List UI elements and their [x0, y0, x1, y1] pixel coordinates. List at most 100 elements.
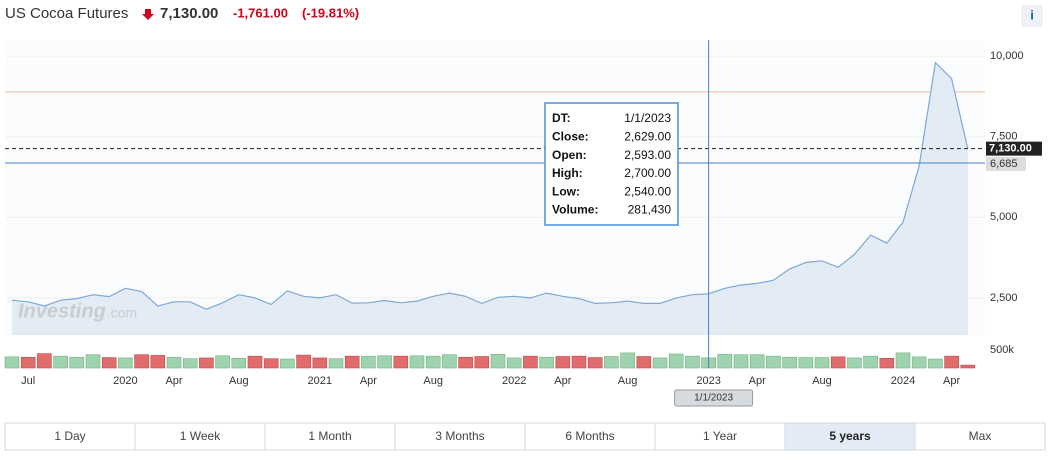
volume-bar: [425, 355, 441, 369]
x-tick-label: Apr: [749, 375, 766, 387]
volume-bar: [150, 355, 166, 369]
range-button-label[interactable]: 1 Week: [180, 429, 221, 443]
x-tick-label: Aug: [229, 375, 249, 387]
volume-bar: [749, 354, 765, 369]
range-button[interactable]: [4, 422, 136, 451]
range-button[interactable]: [654, 422, 786, 451]
volume-bar: [814, 357, 830, 369]
volume-bar: [474, 356, 490, 369]
volume-bar: [652, 357, 668, 369]
price-line: [11, 61, 969, 310]
title: US Cocoa Futures: [5, 5, 128, 22]
volume-bar: [199, 357, 214, 369]
range-button[interactable]: [784, 422, 916, 451]
volume-bar: [490, 354, 506, 369]
y-tick-label: 10,000: [990, 50, 1024, 62]
range-button[interactable]: [134, 422, 266, 451]
crosshair-label: 1/1/2023: [694, 393, 733, 404]
volume-bar: [442, 354, 457, 369]
tooltip-value: 2,629.00: [624, 129, 671, 143]
volume-bar: [636, 356, 652, 369]
volume-bar: [409, 355, 425, 369]
x-tick-label: Apr: [943, 375, 960, 387]
price-marker-label: 7,130.00: [989, 143, 1032, 155]
volume-bar: [20, 356, 36, 369]
range-button[interactable]: [264, 422, 396, 451]
volume-bar: [960, 364, 976, 369]
watermark-suffix: .com: [107, 305, 137, 321]
volume-bar: [312, 357, 328, 369]
volume-bar: [911, 356, 927, 369]
range-button-label[interactable]: Max: [969, 429, 992, 443]
volume-bar: [4, 356, 20, 369]
volume-bar: [879, 357, 895, 369]
volume-bar: [863, 355, 878, 369]
volume-bar: [182, 358, 198, 369]
x-tick-label: 2024: [891, 375, 915, 387]
volume-bar: [85, 354, 101, 369]
y-tick-label: 7,500: [990, 131, 1018, 143]
range-button[interactable]: [914, 422, 1046, 451]
tooltip-key: Close:: [552, 129, 589, 143]
price-area: [12, 62, 968, 335]
volume-bar: [69, 356, 85, 369]
volume-bar: [539, 356, 554, 369]
info-icon[interactable]: i: [1030, 7, 1034, 22]
range-button-label[interactable]: 1 Day: [54, 429, 85, 443]
range-button[interactable]: [524, 422, 656, 451]
volume-bar: [215, 355, 230, 369]
tooltip-key: High:: [552, 166, 583, 180]
tooltip-value: 2,540.00: [624, 184, 671, 198]
volume-bar: [766, 355, 781, 369]
volume-bar: [101, 357, 117, 369]
watermark: Investing: [18, 300, 106, 322]
volume-bar: [830, 356, 846, 369]
volume-bar: [344, 355, 360, 369]
volume-bar: [166, 356, 182, 369]
price-marker-label: 6,685: [990, 158, 1018, 170]
range-button-label[interactable]: 5 years: [829, 429, 871, 443]
volume-bar: [620, 352, 635, 369]
volume-bar: [377, 355, 392, 369]
info-button[interactable]: [1021, 5, 1043, 27]
price-marker-box: [986, 156, 1026, 171]
volume-bar: [555, 356, 571, 369]
volume-bar: [733, 354, 749, 369]
x-tick-label: Aug: [812, 375, 832, 387]
x-tick-label: Aug: [423, 375, 443, 387]
tooltip-key: Open:: [552, 148, 587, 162]
tooltip-value: 2,700.00: [624, 166, 671, 180]
volume-bar: [247, 355, 263, 369]
volume-bar: [523, 355, 538, 369]
x-tick-label: Apr: [165, 375, 182, 387]
volume-bar: [361, 355, 376, 369]
volume-bar: [717, 354, 733, 369]
x-tick-label: Apr: [360, 375, 377, 387]
range-button-label[interactable]: 1 Month: [308, 429, 351, 443]
y2-tick-label: 500k: [990, 344, 1014, 356]
volume-bar: [668, 353, 684, 369]
price: 7,130.00: [160, 5, 218, 22]
volume-bar: [506, 357, 522, 369]
tooltip-box: [544, 102, 679, 226]
x-tick-label: 2021: [308, 375, 332, 387]
price-marker-box: [986, 141, 1042, 156]
y-tick-label: 5,000: [990, 211, 1018, 223]
tooltip-value: 1/1/2023: [624, 111, 671, 125]
range-button-label[interactable]: 3 Months: [435, 429, 484, 443]
volume-bar: [685, 355, 700, 369]
x-tick-label: 2020: [113, 375, 137, 387]
range-button-label[interactable]: 6 Months: [565, 429, 614, 443]
change-pct: (-19.81%): [302, 5, 359, 20]
volume-bar: [231, 357, 247, 369]
volume-bar: [280, 358, 295, 369]
x-tick-label: Aug: [618, 375, 638, 387]
volume-bar: [782, 356, 797, 369]
range-button-label[interactable]: 1 Year: [703, 429, 737, 443]
volume-bar: [458, 356, 473, 369]
volume-bar: [296, 354, 311, 369]
range-button[interactable]: [394, 422, 526, 451]
tooltip-value: 2,593.00: [624, 148, 671, 162]
tooltip-key: Volume:: [552, 203, 598, 217]
